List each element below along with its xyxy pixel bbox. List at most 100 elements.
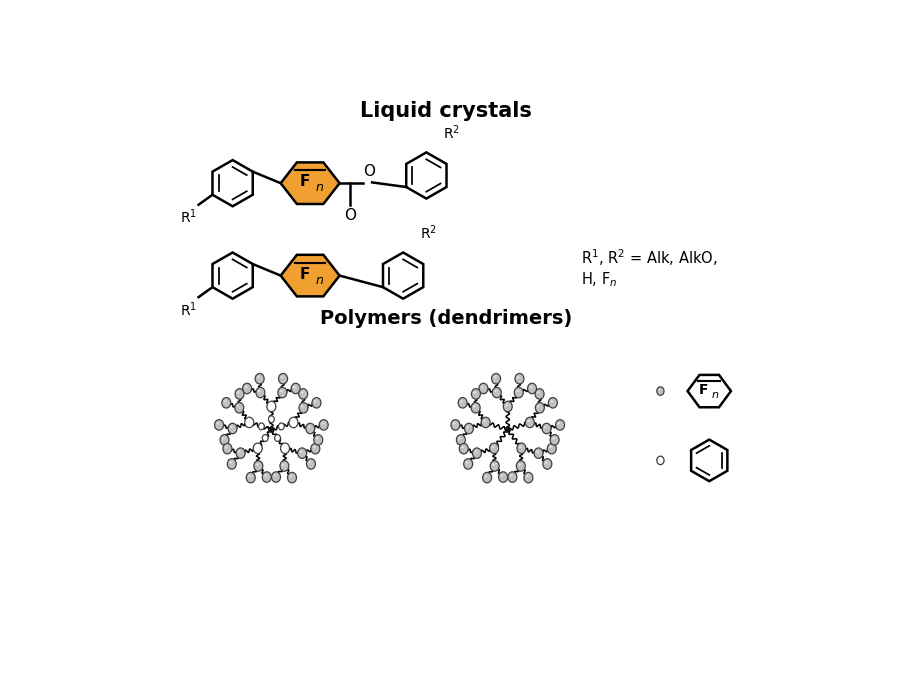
Polygon shape: [281, 163, 339, 204]
Ellipse shape: [245, 386, 248, 388]
Text: O: O: [345, 208, 356, 223]
Ellipse shape: [514, 388, 523, 398]
Ellipse shape: [543, 459, 552, 469]
Ellipse shape: [256, 373, 265, 384]
Ellipse shape: [314, 401, 317, 403]
Ellipse shape: [223, 443, 232, 454]
Ellipse shape: [308, 426, 310, 428]
Ellipse shape: [472, 448, 482, 458]
Ellipse shape: [290, 475, 292, 477]
Ellipse shape: [547, 443, 556, 454]
Ellipse shape: [462, 446, 464, 448]
Ellipse shape: [230, 426, 233, 428]
Ellipse shape: [508, 472, 517, 482]
Ellipse shape: [483, 420, 486, 422]
Text: $n$: $n$: [315, 274, 324, 287]
Ellipse shape: [536, 389, 544, 399]
Ellipse shape: [279, 373, 288, 384]
Ellipse shape: [312, 398, 321, 408]
Ellipse shape: [657, 456, 664, 464]
Ellipse shape: [549, 446, 552, 448]
Ellipse shape: [248, 475, 251, 477]
Ellipse shape: [548, 398, 557, 408]
Ellipse shape: [214, 420, 223, 430]
Ellipse shape: [551, 401, 553, 403]
Ellipse shape: [491, 446, 494, 448]
Ellipse shape: [494, 390, 497, 392]
Ellipse shape: [237, 405, 239, 407]
Ellipse shape: [245, 417, 254, 427]
Ellipse shape: [490, 443, 499, 453]
Ellipse shape: [258, 423, 265, 430]
Ellipse shape: [321, 423, 324, 425]
Ellipse shape: [659, 389, 661, 391]
Ellipse shape: [558, 423, 560, 425]
Ellipse shape: [473, 392, 476, 394]
Ellipse shape: [301, 392, 303, 394]
Ellipse shape: [466, 426, 469, 428]
Text: R$^1$: R$^1$: [180, 300, 197, 319]
Ellipse shape: [451, 420, 460, 430]
Ellipse shape: [230, 462, 232, 464]
Ellipse shape: [235, 389, 244, 399]
Ellipse shape: [517, 390, 519, 392]
Ellipse shape: [280, 390, 283, 392]
Ellipse shape: [527, 383, 536, 394]
Text: O: O: [364, 165, 375, 179]
Ellipse shape: [280, 461, 289, 471]
Ellipse shape: [453, 423, 455, 425]
Text: R$^2$: R$^2$: [444, 123, 461, 141]
Ellipse shape: [287, 473, 296, 483]
Ellipse shape: [316, 438, 319, 440]
Ellipse shape: [459, 443, 468, 454]
Ellipse shape: [298, 448, 307, 458]
Ellipse shape: [224, 401, 227, 403]
Ellipse shape: [306, 423, 315, 434]
Ellipse shape: [274, 475, 276, 477]
Ellipse shape: [474, 451, 477, 453]
Ellipse shape: [524, 473, 533, 483]
Text: F: F: [300, 267, 310, 281]
Ellipse shape: [527, 420, 530, 422]
Ellipse shape: [267, 401, 276, 412]
Ellipse shape: [300, 451, 302, 453]
Ellipse shape: [256, 464, 258, 466]
Ellipse shape: [482, 473, 491, 483]
Text: $n$: $n$: [710, 390, 719, 400]
Ellipse shape: [236, 448, 245, 458]
Ellipse shape: [550, 435, 559, 445]
Ellipse shape: [544, 462, 547, 464]
Ellipse shape: [314, 435, 323, 445]
Ellipse shape: [526, 475, 528, 477]
Ellipse shape: [257, 376, 260, 378]
Ellipse shape: [256, 388, 265, 398]
Ellipse shape: [515, 373, 524, 384]
Text: Polymers (dendrimers): Polymers (dendrimers): [320, 309, 572, 328]
Text: $n$: $n$: [315, 181, 324, 194]
Ellipse shape: [289, 417, 298, 427]
Ellipse shape: [281, 376, 284, 378]
Ellipse shape: [282, 464, 284, 466]
Ellipse shape: [473, 405, 476, 407]
Ellipse shape: [313, 446, 316, 448]
Ellipse shape: [217, 423, 220, 425]
Text: F: F: [300, 174, 310, 189]
Ellipse shape: [253, 443, 262, 453]
Ellipse shape: [503, 401, 512, 412]
Ellipse shape: [262, 435, 268, 441]
Ellipse shape: [484, 475, 487, 477]
Ellipse shape: [456, 435, 465, 445]
Ellipse shape: [519, 446, 522, 448]
Ellipse shape: [505, 404, 508, 406]
Ellipse shape: [499, 472, 508, 482]
Ellipse shape: [309, 462, 311, 464]
Ellipse shape: [265, 475, 267, 477]
Ellipse shape: [536, 403, 544, 413]
Ellipse shape: [238, 451, 240, 453]
Ellipse shape: [310, 443, 320, 454]
Ellipse shape: [247, 473, 256, 483]
Text: Liquid crystals: Liquid crystals: [360, 101, 532, 121]
Ellipse shape: [465, 462, 468, 464]
Ellipse shape: [491, 461, 500, 471]
Ellipse shape: [482, 417, 490, 427]
